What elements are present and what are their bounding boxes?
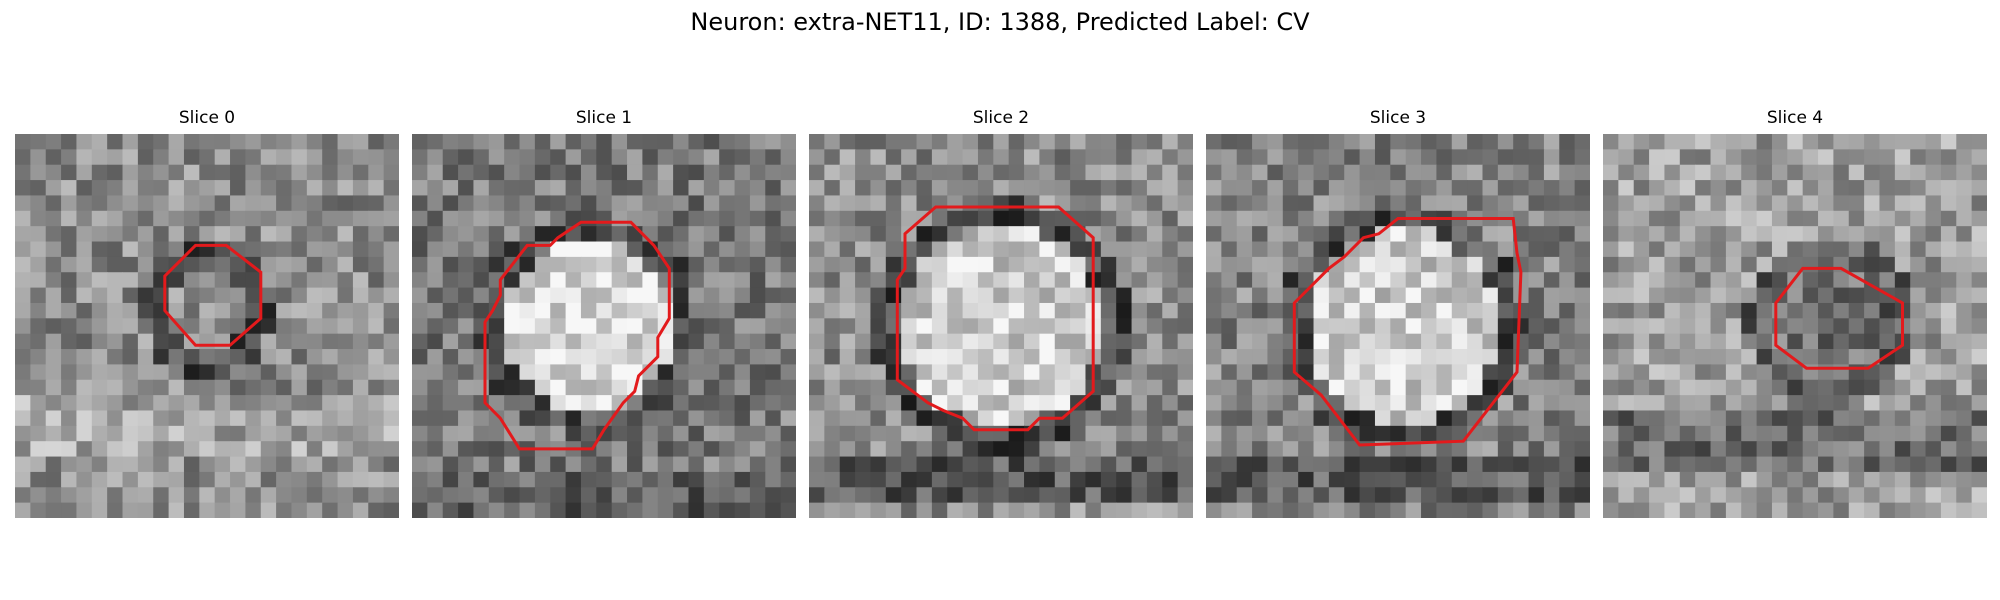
- slice-title: Slice 2: [972, 108, 1030, 128]
- slice-pixel-grid: [412, 134, 796, 518]
- segmentation-contour: [895, 205, 1095, 432]
- segmentation-contour: [1774, 266, 1904, 370]
- slice-title: Slice 1: [575, 108, 633, 128]
- figure-title: Neuron: extra-NET11, ID: 1388, Predicted…: [690, 8, 1310, 36]
- slice-panel-0: Slice 0: [15, 108, 399, 518]
- slice-title: Slice 4: [1766, 108, 1824, 128]
- segmentation-contour: [163, 243, 263, 347]
- slice-image: [15, 134, 399, 518]
- segmentation-contour: [483, 220, 671, 451]
- slice-image: [412, 134, 796, 518]
- slice-panel-2: Slice 2: [809, 108, 1193, 518]
- slice-title: Slice 0: [178, 108, 236, 128]
- slice-title: Slice 3: [1369, 108, 1427, 128]
- slice-pixel-grid: [15, 134, 399, 518]
- slice-pixel-grid: [1603, 134, 1987, 518]
- slice-panel-1: Slice 1: [412, 108, 796, 518]
- slice-panel-3: Slice 3: [1206, 108, 1590, 518]
- slice-image: [1603, 134, 1987, 518]
- slice-pixel-grid: [1206, 134, 1590, 518]
- segmentation-contour: [1292, 217, 1523, 447]
- slice-image: [1206, 134, 1590, 518]
- slice-pixel-grid: [809, 134, 1193, 518]
- slice-image: [809, 134, 1193, 518]
- slice-panel-4: Slice 4: [1603, 108, 1987, 518]
